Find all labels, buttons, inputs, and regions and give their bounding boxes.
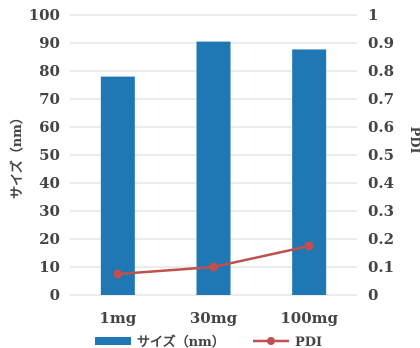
y2-axis-title: PDI: [407, 126, 420, 153]
x-tick-label: 100mg: [280, 309, 338, 327]
legend-label-size: サイズ（nm）: [137, 334, 225, 348]
legend-swatch-pdi-marker: [267, 337, 275, 345]
legend: サイズ（nm） PDI: [95, 334, 322, 348]
x-tick-label: 30mg: [190, 309, 238, 327]
y2-tick-label: 0.4: [368, 174, 394, 192]
y2-tick-label: 0.8: [368, 62, 394, 80]
bar: [197, 42, 231, 295]
y-tick-label: 10: [39, 258, 60, 276]
pdi-point: [113, 270, 122, 279]
y2-tick-label: 1: [368, 6, 378, 24]
y2-tick-label: 0.3: [368, 202, 394, 220]
left-axis-ticks: 0 10 20 30 40 50 60 70 80 90 100: [29, 6, 60, 304]
y-tick-label: 50: [39, 146, 60, 164]
y-tick-label: 60: [39, 118, 60, 136]
y-tick-label: 90: [39, 34, 60, 52]
legend-swatch-size: [95, 337, 131, 345]
y2-tick-label: 0.1: [368, 258, 394, 276]
bar-series: [101, 42, 326, 295]
y2-tick-label: 0.5: [368, 146, 394, 164]
right-axis-ticks: 0 0.1 0.2 0.3 0.4 0.5 0.6 0.7 0.8 0.9 1: [368, 6, 394, 304]
y-tick-label: 100: [29, 6, 60, 24]
x-axis-ticks: 1mg 30mg 100mg: [99, 309, 338, 327]
y-tick-label: 0: [50, 286, 60, 304]
y-tick-label: 20: [39, 230, 60, 248]
y-tick-label: 30: [39, 202, 60, 220]
y2-tick-label: 0.7: [368, 90, 394, 108]
pdi-point: [305, 242, 314, 251]
y-tick-label: 70: [39, 90, 60, 108]
bar: [292, 49, 326, 295]
y-tick-label: 80: [39, 62, 60, 80]
bar: [101, 77, 135, 295]
y-axis-title: サイズ（nm）: [9, 111, 25, 199]
legend-label-pdi: PDI: [295, 335, 322, 348]
y2-tick-label: 0: [368, 286, 378, 304]
y2-tick-label: 0.6: [368, 118, 394, 136]
y2-tick-label: 0.9: [368, 34, 394, 52]
y2-tick-label: 0.2: [368, 230, 394, 248]
x-tick-label: 1mg: [99, 309, 136, 327]
pdi-point: [209, 263, 218, 272]
y-tick-label: 40: [39, 174, 60, 192]
